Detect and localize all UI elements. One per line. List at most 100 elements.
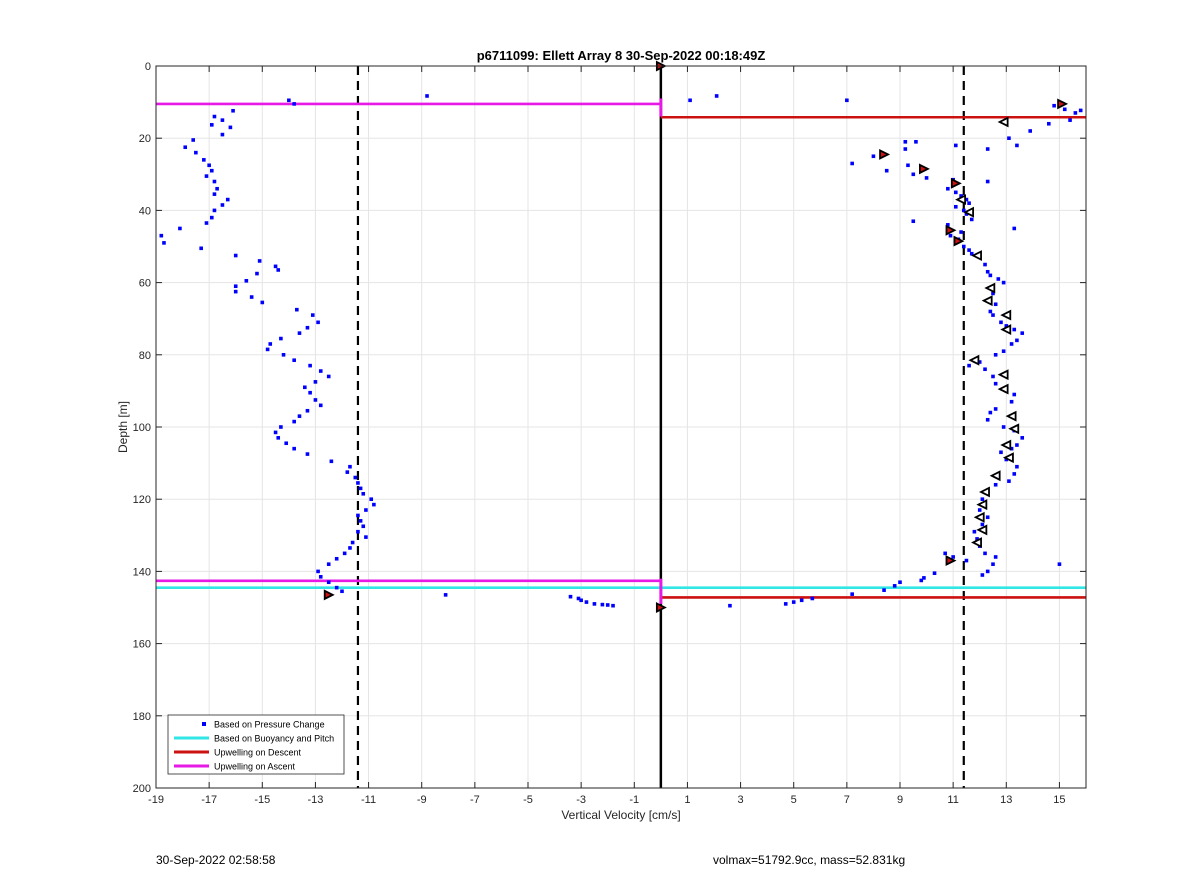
pressure-point <box>977 508 982 512</box>
pressure-point <box>1004 324 1009 328</box>
pressure-point <box>1012 327 1017 332</box>
pressure-point <box>326 374 331 379</box>
pressure-point <box>980 497 985 501</box>
ascent-marker <box>963 206 974 218</box>
pressure-point <box>993 381 998 386</box>
pressure-point <box>959 230 963 234</box>
pressure-point <box>273 264 278 269</box>
ascent-marker <box>997 383 1009 395</box>
pressure-point <box>975 537 979 541</box>
pressure-point <box>1007 136 1011 140</box>
legend-label: Upwelling on Ascent <box>214 762 296 772</box>
pressure-point <box>1004 457 1009 462</box>
pressure-point <box>220 203 225 207</box>
pressure-point <box>1015 338 1019 343</box>
data-points <box>159 60 1083 613</box>
y-tick-label: 0 <box>145 61 151 73</box>
y-tick-label: 60 <box>139 278 151 290</box>
axis-ticks: -19 -17 -15 -13 -11 -9 -7 -5 -3 -1 1 3 5 7 9 11 13 150204… <box>133 61 1086 806</box>
x-tick-label: -19 <box>148 794 164 806</box>
pressure-point <box>204 174 209 178</box>
pressure-point <box>576 596 581 601</box>
pressure-point <box>350 540 355 545</box>
pressure-point <box>220 132 225 137</box>
chart-title: p6711099: Ellett Array 8 30-Sep-2022 00:… <box>477 48 766 63</box>
pressure-point <box>313 398 318 402</box>
pressure-point <box>999 320 1003 325</box>
pressure-point <box>943 551 947 556</box>
pressure-point <box>202 158 206 162</box>
pressure-point <box>922 576 926 580</box>
x-tick-label: 11 <box>947 794 958 806</box>
x-tick-label: 9 <box>897 794 903 806</box>
pressure-point <box>985 179 990 184</box>
ascent-marker <box>976 524 988 536</box>
ascent-marker <box>984 282 996 294</box>
pressure-point <box>991 562 995 566</box>
pressure-point <box>611 603 615 608</box>
x-tick-label: -7 <box>470 794 480 806</box>
pressure-point <box>579 598 583 603</box>
ascent-marker <box>997 116 1009 128</box>
pressure-point <box>985 417 990 422</box>
y-tick-label: 40 <box>139 205 151 217</box>
x-tick-label: -1 <box>629 794 639 806</box>
pressure-point <box>993 353 998 357</box>
y-tick-label: 120 <box>133 494 151 506</box>
pressure-point <box>212 192 217 196</box>
y-tick-label: 160 <box>133 639 151 651</box>
pressure-point <box>305 325 310 330</box>
x-tick-label: 3 <box>738 794 744 806</box>
pressure-point <box>688 98 692 103</box>
y-tick-label: 80 <box>139 350 151 362</box>
pressure-point <box>1012 226 1017 231</box>
ascent-marker <box>971 537 982 548</box>
pressure-point <box>310 313 315 317</box>
pressure-point <box>946 223 950 227</box>
pressure-point <box>162 241 166 245</box>
pressure-point <box>985 515 990 520</box>
pressure-point <box>340 589 344 594</box>
ascent-marker <box>981 295 993 307</box>
pressure-point <box>1015 464 1019 469</box>
pressure-point <box>592 602 597 606</box>
descent-marker <box>945 224 957 236</box>
pressure-point <box>967 201 971 205</box>
pressure-point <box>605 603 610 607</box>
pressure-point <box>194 150 198 155</box>
pressure-point <box>233 253 238 258</box>
pressure-point <box>1001 425 1006 429</box>
legend-label: Based on Pressure Change <box>214 720 325 730</box>
pressure-point <box>932 571 937 576</box>
pressure-point <box>356 529 360 534</box>
pressure-point <box>273 430 278 435</box>
ascent-marker <box>1005 410 1017 422</box>
pressure-point <box>568 594 573 599</box>
pressure-point <box>959 194 963 198</box>
pressure-point <box>882 588 886 592</box>
ascent-marker <box>968 354 980 366</box>
descent-marker <box>945 555 957 567</box>
pressure-point <box>1001 280 1006 285</box>
ascent-marker <box>973 511 985 523</box>
x-tick-label: 13 <box>1000 794 1012 806</box>
descent-marker <box>953 235 965 247</box>
pressure-point <box>985 569 990 574</box>
pressure-point <box>967 248 971 252</box>
x-tick-label: -3 <box>576 794 586 806</box>
pressure-point <box>1009 342 1014 346</box>
pressure-point <box>999 450 1003 455</box>
pressure-point <box>342 551 347 556</box>
y-tick-label: 100 <box>133 422 151 434</box>
pressure-point <box>954 204 958 209</box>
pressure-point <box>1015 443 1019 447</box>
x-tick-label: 5 <box>791 794 797 806</box>
pressure-point <box>1068 118 1072 122</box>
descent-marker <box>950 177 962 189</box>
pressure-point <box>356 481 360 485</box>
legend: Based on Pressure Change Based on Buoyanc… <box>167 714 345 775</box>
pressure-point <box>919 578 924 583</box>
pressure-point <box>1012 472 1017 476</box>
pressure-point <box>951 555 955 559</box>
pressure-point <box>210 123 214 127</box>
